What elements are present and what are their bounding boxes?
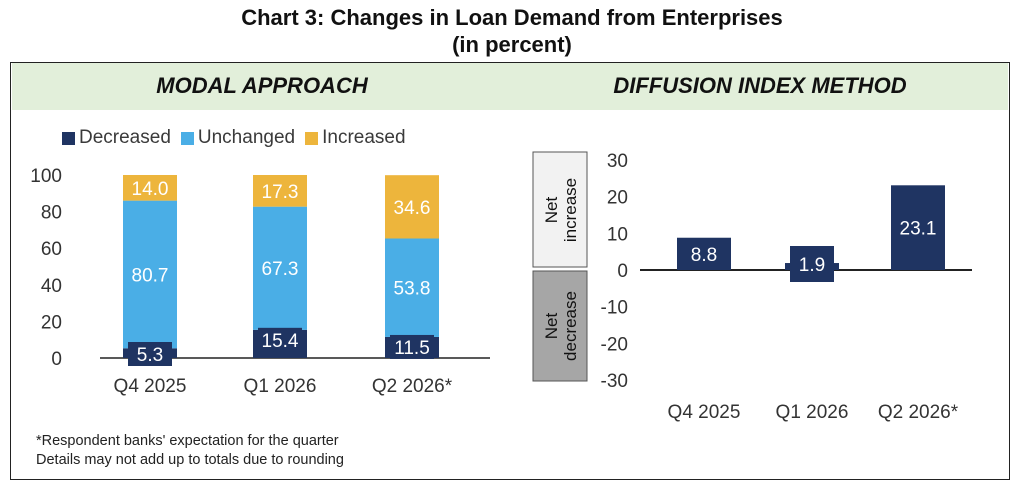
data-label-increased: 14.0	[132, 179, 169, 200]
stacked-bar-segment-unchanged	[385, 238, 439, 337]
right-panel-title: DIFFUSION INDEX METHOD	[613, 73, 907, 98]
right-y-tick-label: -30	[601, 371, 628, 392]
diffusion-bar	[891, 185, 945, 270]
right-x-tick-label: Q2 2026*	[878, 402, 959, 423]
legend-label-decreased: Decreased	[79, 127, 171, 148]
data-label-box-decreased	[258, 327, 302, 352]
chart-title-line2: (in percent)	[452, 32, 572, 57]
left-y-tick-label: 40	[41, 276, 62, 297]
data-label-decreased: 11.5	[394, 338, 430, 359]
net-decrease-box	[532, 270, 588, 382]
footnote-expectation: *Respondent banks' expectation for the q…	[36, 433, 339, 449]
right-x-tick-label: Q1 2026	[776, 402, 849, 423]
data-label-unchanged: 67.3	[262, 259, 299, 280]
stacked-bar-segment-increased	[385, 175, 439, 239]
left-y-tick-label: 0	[51, 349, 62, 370]
left-panel-title: MODAL APPROACH	[156, 73, 368, 98]
data-label-decreased: 5.3	[137, 345, 163, 366]
right-y-tick-label: -20	[601, 334, 628, 355]
right-y-tick-label: -10	[601, 298, 628, 319]
legend-swatch-unchanged	[180, 131, 194, 145]
data-label-increased: 17.3	[262, 182, 299, 203]
net-decrease-label: Netdecrease	[542, 291, 580, 361]
left-x-tick-label: Q2 2026*	[372, 376, 453, 397]
left-y-tick-label: 20	[41, 312, 62, 333]
net-increase-label: Netincrease	[542, 178, 580, 242]
net-increase-box	[532, 151, 588, 268]
stacked-bar-segment-unchanged	[253, 206, 307, 330]
left-y-tick-label: 80	[41, 203, 62, 224]
data-label-box-decreased	[128, 342, 172, 366]
chart-frame	[10, 62, 1010, 480]
footnotes: *Respondent banks' expectation for the q…	[36, 432, 344, 470]
right-y-tick-label: 20	[607, 188, 628, 209]
legend: Decreased Unchanged Increased	[62, 127, 416, 149]
left-y-tick-label: 60	[41, 239, 62, 260]
legend-item-increased: Increased	[305, 127, 406, 149]
legend-swatch-increased	[305, 131, 319, 145]
stacked-bar-segment-increased	[123, 175, 177, 201]
left-y-tick-label: 100	[30, 166, 62, 187]
diffusion-bar	[677, 237, 731, 270]
data-label-increased: 34.6	[394, 198, 431, 219]
legend-item-unchanged: Unchanged	[180, 127, 296, 149]
legend-label-unchanged: Unchanged	[197, 127, 296, 148]
diffusion-label-box	[790, 246, 834, 282]
chart-title-line1: Chart 3: Changes in Loan Demand from Ent…	[241, 5, 783, 30]
left-x-tick-label: Q1 2026	[244, 376, 317, 397]
diffusion-data-label: 23.1	[900, 219, 937, 240]
right-y-tick-label: 0	[617, 261, 628, 282]
diffusion-data-label: 1.9	[799, 255, 825, 276]
data-label-box-decreased	[390, 334, 434, 359]
stacked-bar-segment-increased	[253, 175, 307, 207]
left-x-tick-label: Q4 2025	[114, 376, 187, 397]
data-label-unchanged: 80.7	[132, 265, 169, 286]
data-label-decreased: 15.4	[262, 331, 299, 352]
chart-title: Chart 3: Changes in Loan Demand from Ent…	[0, 4, 1024, 58]
legend-item-decreased: Decreased	[62, 127, 171, 149]
footnote-rounding: Details may not add up to totals due to …	[36, 452, 344, 468]
right-y-tick-label: 30	[607, 151, 628, 172]
legend-swatch-decreased	[62, 131, 75, 145]
right-x-tick-label: Q4 2025	[668, 402, 741, 423]
panel-header-band	[12, 63, 1008, 110]
data-label-unchanged: 53.8	[394, 279, 431, 300]
right-y-tick-label: 10	[607, 224, 628, 245]
stacked-bar-segment-unchanged	[123, 200, 177, 349]
legend-label-increased: Increased	[322, 127, 406, 148]
diffusion-data-label: 8.8	[691, 245, 717, 266]
